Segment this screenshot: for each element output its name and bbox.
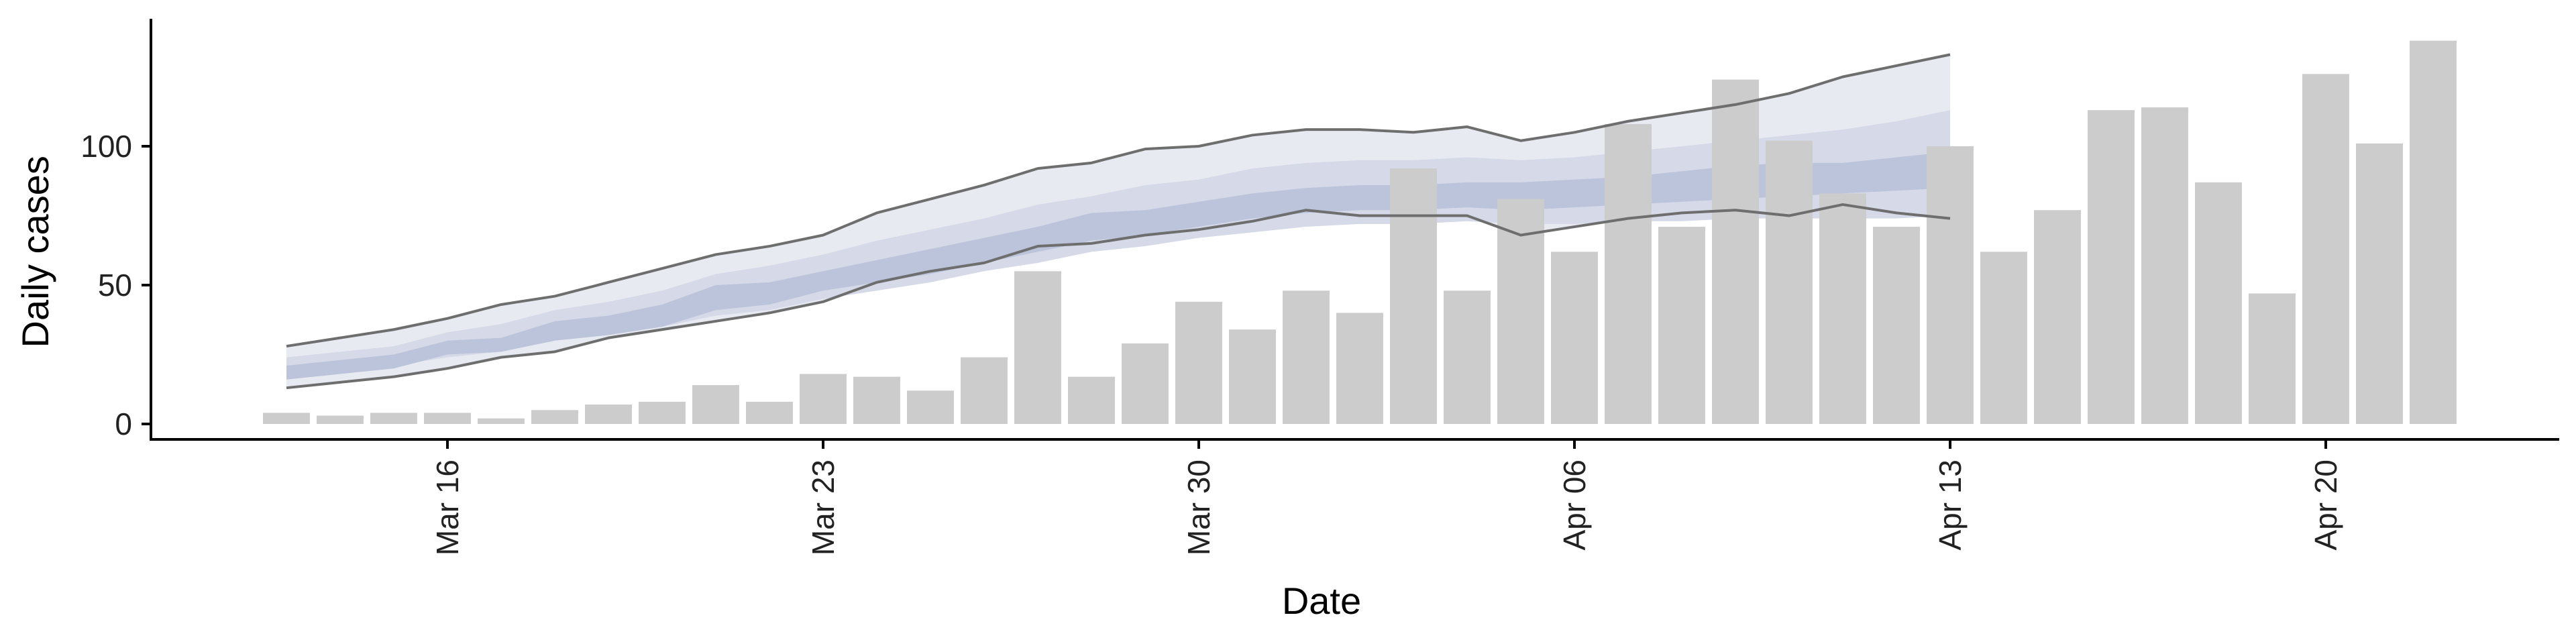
case-bar (585, 405, 632, 424)
case-bar (2356, 143, 2403, 425)
axes (150, 19, 2559, 441)
x-tick-label: Mar 23 (806, 460, 841, 555)
case-bar (746, 401, 793, 424)
case-bar (2410, 40, 2457, 425)
y-tick-label: 0 (115, 407, 132, 441)
case-bar (853, 376, 900, 424)
y-tick-label: 100 (80, 129, 132, 164)
x-tick-label: Mar 16 (430, 460, 465, 555)
case-bar (1068, 376, 1115, 424)
x-tick-label: Apr 06 (1557, 460, 1592, 551)
case-bar (1766, 140, 1813, 424)
case-bar (1605, 123, 1652, 424)
case-bar (1122, 343, 1169, 424)
case-bar (370, 413, 417, 424)
case-bar (1980, 252, 2027, 424)
case-bar (2088, 110, 2135, 424)
case-bar (1390, 168, 1437, 424)
case-bar (1873, 227, 1920, 424)
case-bar (1819, 193, 1866, 424)
x-tick-label: Apr 20 (2308, 460, 2343, 551)
case-bar (317, 415, 364, 424)
case-bar (1497, 199, 1544, 424)
case-bar (531, 410, 578, 424)
x-tick-label: Apr 13 (1933, 460, 1968, 551)
case-bar (2249, 293, 2296, 424)
case-bar (961, 357, 1008, 424)
case-bar (639, 401, 686, 424)
x-axis-title: Date (1282, 580, 1361, 622)
case-bar (263, 413, 310, 424)
case-bar (1658, 227, 1705, 424)
case-bar (1712, 79, 1759, 424)
x-axis-ticks: Mar 16 Mar 23 Mar 30 Apr 06 Apr 13 Apr 20 (430, 439, 2343, 555)
case-bar (1229, 329, 1276, 424)
case-bars (263, 40, 2457, 425)
case-bar (1175, 301, 1222, 424)
case-bar (692, 385, 739, 424)
case-bar (2302, 74, 2349, 425)
case-bar (2141, 107, 2188, 425)
y-axis-title: Daily cases (14, 156, 56, 347)
case-bar (1014, 271, 1061, 424)
case-bar (2034, 210, 2081, 424)
case-bar (1283, 290, 1330, 424)
case-bar (1336, 313, 1383, 424)
y-axis-ticks: 0 50 100 (80, 129, 151, 441)
x-tick-label: Mar 30 (1181, 460, 1216, 555)
case-bar (907, 390, 954, 424)
case-bar (424, 413, 471, 424)
case-bar (1444, 290, 1491, 424)
case-bar (478, 418, 525, 424)
y-tick-label: 50 (98, 268, 132, 303)
forecast-bounds (286, 53, 1951, 390)
case-bar (800, 374, 847, 424)
case-bar (2195, 182, 2242, 424)
case-bar (1551, 252, 1598, 424)
case-bar (1927, 146, 1974, 424)
forecast-upper-bound-line (286, 53, 1951, 348)
forecast-lower-bound-line (286, 203, 1951, 390)
